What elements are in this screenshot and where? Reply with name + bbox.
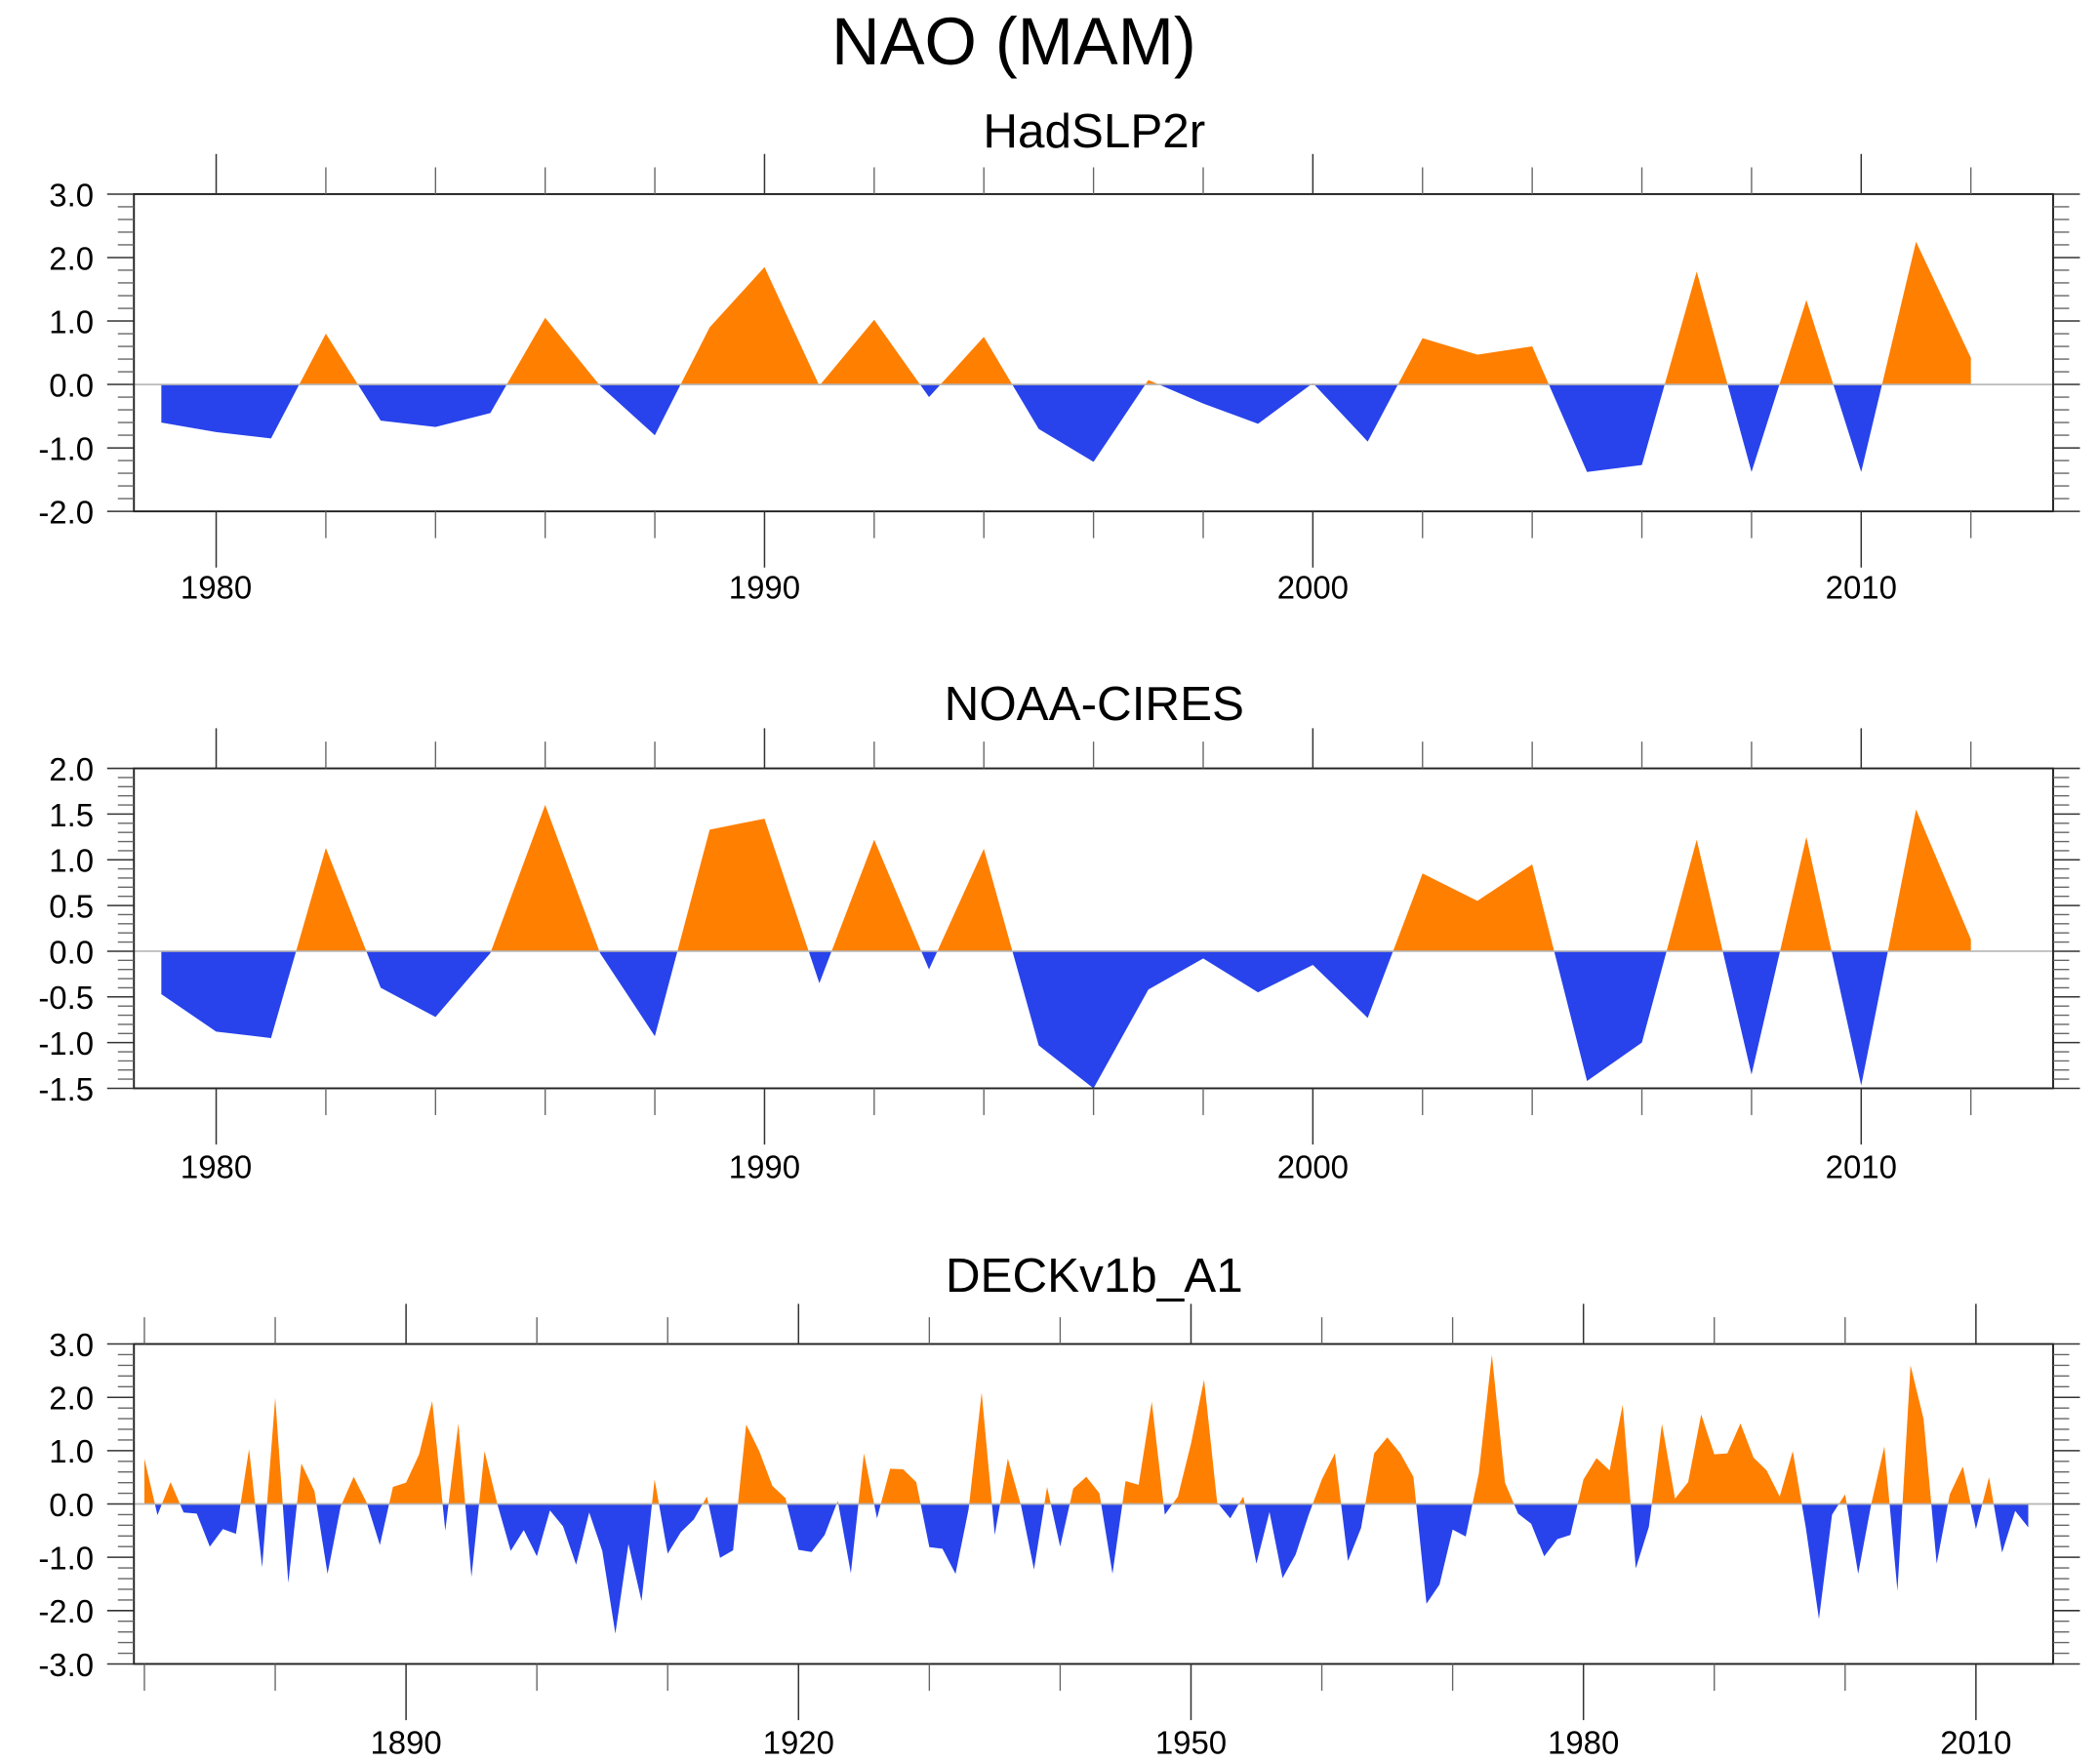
- y-tick-label: 0.5: [49, 888, 94, 924]
- y-tick-label: 1.0: [49, 1433, 94, 1469]
- y-tick-label: -1.0: [38, 1025, 94, 1062]
- y-tick-label: 2.0: [49, 751, 94, 787]
- y-tick-label: 0.0: [49, 934, 94, 970]
- x-tick-label: 2010: [1940, 1724, 2011, 1760]
- y-tick-label: 1.0: [49, 843, 94, 879]
- x-tick-label: 1890: [370, 1724, 441, 1760]
- panel-title-noaa-cires: NOAA-CIRES: [945, 677, 1244, 731]
- y-tick-label: -3.0: [38, 1647, 94, 1683]
- y-tick-label: 1.5: [49, 797, 94, 833]
- y-tick-label: 0.0: [49, 367, 94, 403]
- x-tick-label: 1980: [1548, 1724, 1619, 1760]
- panel-deckv1b-a1: DECKv1b_A1 3.0 2.0 1.0 0.0 -1.0 -2.0 -3.0 1890 1…: [38, 1249, 2080, 1760]
- x-tick-label: 1950: [1155, 1724, 1227, 1760]
- panel-hadslp2r: HadSLP2r 3.0 2.0 1.0 0.0 -1.0 -2.0 1980 1990 200…: [38, 104, 2080, 605]
- x-tick-label: 2000: [1277, 1148, 1349, 1184]
- x-tick-label: 1920: [763, 1724, 834, 1760]
- y-tick-label: 2.0: [49, 240, 94, 276]
- panel-noaa-cires: NOAA-CIRES 2.0 1.5 1.0 0.5 0.0 -0.5 -1.0 -1.5 19…: [38, 677, 2080, 1184]
- y-tick-label: -2.0: [38, 1593, 94, 1629]
- positive-area: [161, 241, 1971, 385]
- x-tick-label: 2010: [1826, 1148, 1897, 1184]
- x-tick-label: 2010: [1826, 569, 1897, 605]
- plot-frame: [133, 192, 2054, 513]
- x-tick-label: 2000: [1277, 569, 1349, 605]
- y-tick-label: -1.0: [38, 1541, 94, 1577]
- x-tick-label: 1990: [729, 1148, 800, 1184]
- x-tick-label: 1980: [181, 569, 252, 605]
- y-tick-label: -1.5: [38, 1071, 94, 1107]
- negative-area: [161, 950, 1971, 1089]
- y-tick-label: 0.0: [49, 1487, 94, 1523]
- y-tick-label: 3.0: [49, 1327, 94, 1363]
- panel-title-hadslp2r: HadSLP2r: [983, 104, 1205, 158]
- negative-area: [161, 384, 1971, 472]
- panel-title-deckv1b-a1: DECKv1b_A1: [946, 1249, 1243, 1302]
- y-tick-label: -0.5: [38, 980, 94, 1016]
- positive-area: [143, 1354, 2029, 1504]
- y-tick-label: 3.0: [49, 177, 94, 213]
- y-tick-label: 1.0: [49, 303, 94, 340]
- figure-title: NAO (MAM): [831, 4, 1196, 79]
- y-tick-label: -1.0: [38, 430, 94, 466]
- x-tick-label: 1980: [181, 1148, 252, 1184]
- y-tick-label: 2.0: [49, 1381, 94, 1417]
- y-tick-label: -2.0: [38, 494, 94, 530]
- negative-area: [143, 1503, 2029, 1634]
- positive-area: [161, 805, 1971, 951]
- x-tick-label: 1990: [729, 569, 800, 605]
